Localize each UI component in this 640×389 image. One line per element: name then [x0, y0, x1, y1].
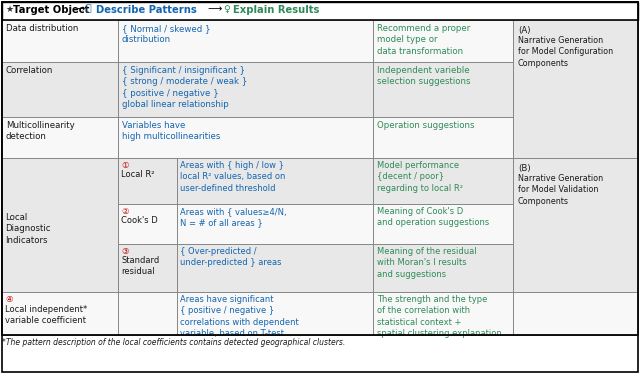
Bar — [177, 292, 373, 335]
Text: Meaning of Cook's D
and operation suggestions: Meaning of Cook's D and operation sugges… — [377, 207, 489, 228]
Text: Variables have
high multicollinearities: Variables have high multicollinearities — [122, 121, 220, 142]
Text: *The pattern description of the local coefficients contains detected geographica: *The pattern description of the local co… — [2, 338, 345, 347]
Text: Recommend a proper
model type or
data transformation: Recommend a proper model type or data tr… — [377, 24, 470, 56]
Text: Multicollinearity
detection: Multicollinearity detection — [6, 121, 75, 142]
Text: (A): (A) — [518, 26, 531, 35]
Text: (B): (B) — [518, 164, 531, 173]
Text: The strength and the type
of the correlation with
statistical context +
spatial : The strength and the type of the correla… — [377, 295, 502, 338]
Bar — [177, 244, 373, 292]
Bar — [118, 62, 373, 117]
Bar — [118, 158, 177, 204]
Text: ③: ③ — [121, 247, 129, 256]
Bar — [513, 158, 638, 292]
Bar — [373, 20, 513, 62]
Text: Narrative Generation
for Model Configuration
Components: Narrative Generation for Model Configura… — [518, 36, 613, 68]
Text: Local
Diagnostic
Indicators: Local Diagnostic Indicators — [5, 213, 51, 245]
Text: →: → — [76, 5, 84, 14]
Text: Areas have significant
{ positive / negative }
correlations with dependent
varia: Areas have significant { positive / nega… — [180, 295, 299, 338]
Text: ②: ② — [121, 207, 129, 216]
Text: Areas with { high / low }
local R² values, based on
user-defined threshold: Areas with { high / low } local R² value… — [180, 161, 285, 193]
Bar — [2, 292, 177, 335]
Text: Local R²: Local R² — [121, 170, 154, 179]
Bar — [373, 204, 513, 244]
Text: Meaning of the residual
with Moran's I results
and suggestions: Meaning of the residual with Moran's I r… — [377, 247, 477, 279]
Text: ⓘ: ⓘ — [86, 5, 92, 14]
Bar — [513, 292, 638, 335]
Text: ④: ④ — [5, 295, 13, 304]
Text: ⟶: ⟶ — [207, 5, 221, 14]
Text: Operation suggestions: Operation suggestions — [377, 121, 474, 130]
Bar — [373, 62, 513, 117]
Text: ①: ① — [121, 161, 129, 170]
Text: { Significant / insignificant }
{ strong / moderate / weak }
{ positive / negati: { Significant / insignificant } { strong… — [122, 66, 248, 109]
Text: ♀: ♀ — [223, 5, 230, 14]
Bar — [2, 20, 118, 62]
Text: Describe Patterns: Describe Patterns — [96, 5, 196, 14]
Bar — [118, 244, 177, 292]
Text: ★: ★ — [5, 5, 13, 14]
Bar — [177, 158, 373, 204]
Bar — [373, 244, 513, 292]
Bar — [373, 158, 513, 204]
Bar — [118, 20, 373, 62]
Text: Local independent*
variable coefficient: Local independent* variable coefficient — [5, 305, 87, 326]
Text: Independent varieble
selection suggestions: Independent varieble selection suggestio… — [377, 66, 470, 86]
Text: Narrative Generation
for Model Validation
Components: Narrative Generation for Model Validatio… — [518, 174, 603, 206]
Bar — [2, 117, 118, 158]
Text: { Normal / skewed }
distribution: { Normal / skewed } distribution — [122, 24, 211, 44]
Text: Areas with { values≥4/N,
N = # of all areas }: Areas with { values≥4/N, N = # of all ar… — [180, 207, 287, 228]
Bar — [177, 204, 373, 244]
Text: Cook's D: Cook's D — [121, 216, 157, 225]
Text: { Over-predicted /
under-predicted } areas: { Over-predicted / under-predicted } are… — [180, 247, 282, 268]
Bar — [118, 117, 373, 158]
Bar — [118, 204, 177, 244]
Bar — [2, 62, 118, 117]
Text: Explain Results: Explain Results — [233, 5, 319, 14]
Bar — [2, 2, 638, 335]
Text: Data distribution: Data distribution — [6, 24, 78, 33]
Bar — [373, 292, 513, 335]
Bar — [2, 158, 118, 292]
Bar — [513, 20, 638, 158]
Text: Model performance
{decent / poor}
regarding to local R²: Model performance {decent / poor} regard… — [377, 161, 463, 193]
Text: Standard
residual: Standard residual — [121, 256, 159, 277]
Bar — [373, 117, 513, 158]
Text: Target Object: Target Object — [13, 5, 90, 14]
Bar — [2, 2, 638, 20]
Text: Correlation: Correlation — [6, 66, 53, 75]
